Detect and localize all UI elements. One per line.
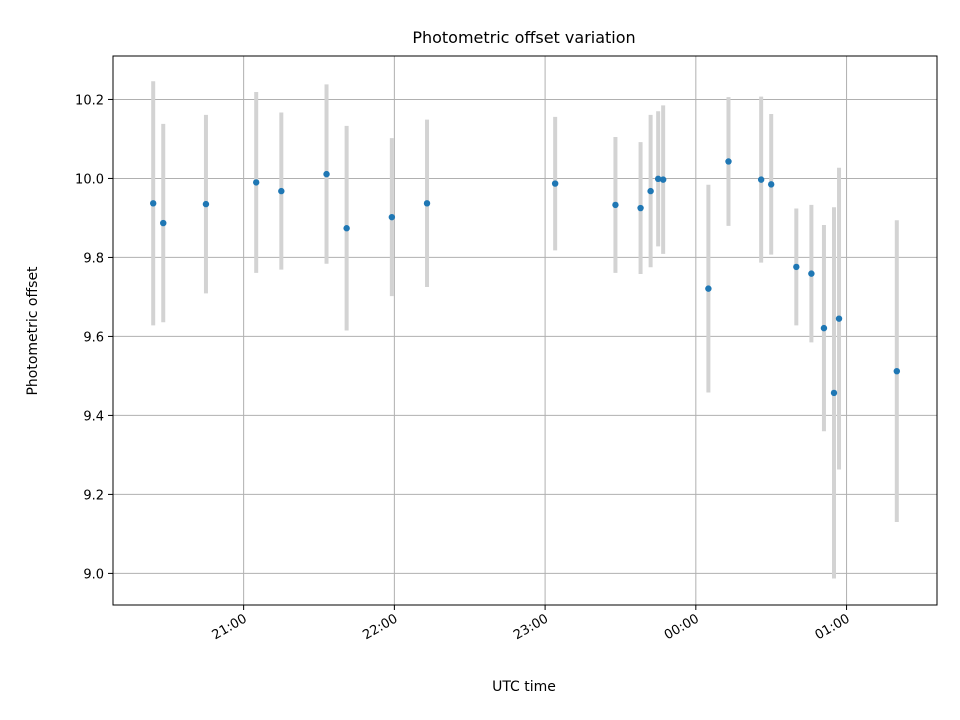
data-point xyxy=(757,176,765,183)
plot-frame xyxy=(112,55,938,606)
y-axis-label: Photometric offset xyxy=(25,266,41,396)
data-point xyxy=(278,187,285,195)
x-tick-label: 01:00 xyxy=(813,611,853,643)
data-point xyxy=(654,175,662,183)
error-bars xyxy=(151,81,899,579)
data-point xyxy=(551,180,559,187)
data-point xyxy=(612,201,619,209)
data-point xyxy=(659,176,667,183)
y-tick-label: 9.4 xyxy=(83,409,104,424)
data-point xyxy=(767,181,775,188)
chart-title: Photometric offset variation xyxy=(412,28,635,47)
data-point xyxy=(808,270,815,277)
data-point xyxy=(637,204,644,212)
data-point xyxy=(149,200,157,207)
data-point xyxy=(647,187,654,195)
data-point xyxy=(725,158,732,165)
x-axis-label: UTC time xyxy=(492,679,556,695)
x-tick-label: 22:00 xyxy=(360,611,400,643)
data-point xyxy=(705,285,712,292)
data-point xyxy=(160,219,167,227)
y-tick-label: 10.0 xyxy=(75,172,104,187)
data-point xyxy=(820,324,828,332)
data-point xyxy=(793,263,800,271)
data-point xyxy=(388,213,396,221)
data-points xyxy=(149,158,901,397)
y-tick-label: 10.2 xyxy=(75,93,104,108)
y-tick-label: 9.6 xyxy=(83,330,104,345)
x-tick-label: 00:00 xyxy=(662,611,702,643)
y-tick-label: 9.2 xyxy=(83,488,104,503)
grid xyxy=(113,56,937,605)
x-tick-label: 21:00 xyxy=(210,611,250,643)
data-point xyxy=(835,315,843,322)
y-tick-label: 9.0 xyxy=(83,567,104,582)
data-point xyxy=(323,170,330,178)
x-axis: 21:00 22:00 23:00 00:00 01:00 xyxy=(210,605,853,643)
data-point xyxy=(893,367,901,375)
data-point xyxy=(830,389,838,397)
data-point xyxy=(423,200,431,207)
data-point xyxy=(202,200,210,208)
x-tick-label: 23:00 xyxy=(511,611,551,643)
y-tick-label: 9.8 xyxy=(83,251,104,266)
data-point xyxy=(252,179,260,186)
y-axis: 9.0 9.2 9.4 9.6 9.8 10.0 10.2 xyxy=(75,93,113,582)
data-point xyxy=(343,225,350,232)
